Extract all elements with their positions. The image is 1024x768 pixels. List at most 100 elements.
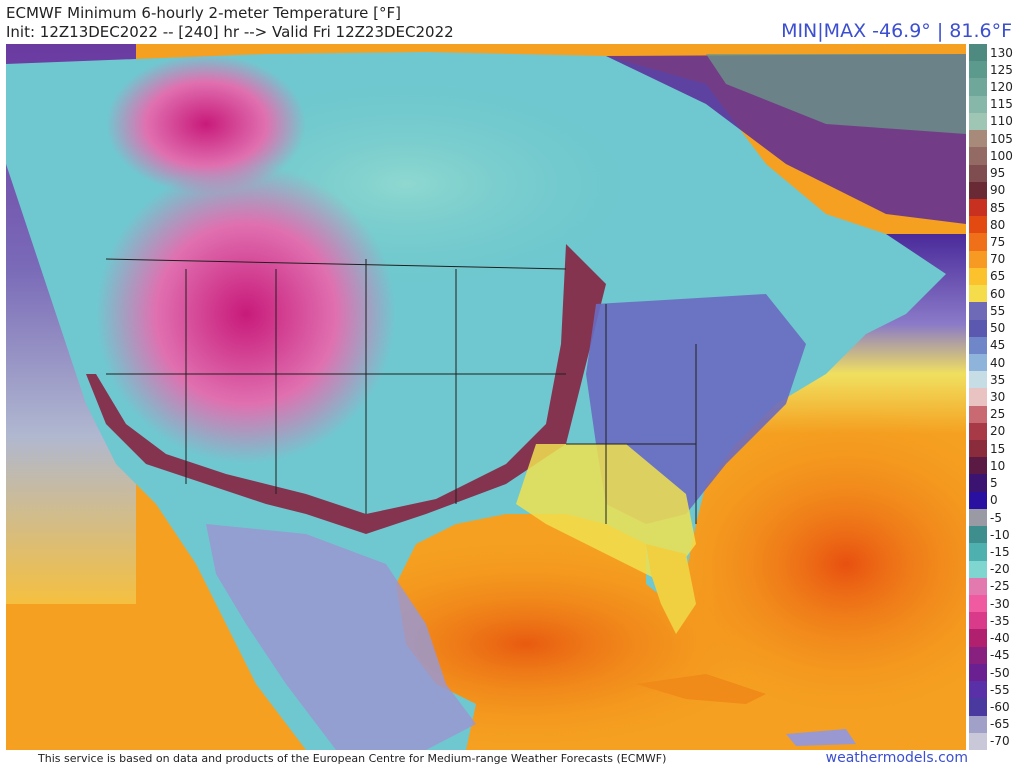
- colorbar-swatch: [969, 560, 987, 578]
- colorbar-swatch: [969, 233, 987, 251]
- colorbar-tick-label: 100: [990, 148, 1013, 163]
- colorbar-swatch: [969, 319, 987, 337]
- colorbar-swatch: [969, 526, 987, 544]
- colorbar-tick-label: 80: [990, 217, 1006, 232]
- temperature-colorbar: [969, 44, 987, 750]
- colorbar-swatch: [969, 440, 987, 458]
- colorbar-tick-label: -60: [990, 699, 1010, 714]
- hispaniola: [786, 729, 856, 746]
- colorbar-swatch: [969, 371, 987, 389]
- colorbar-tick-label: -30: [990, 596, 1010, 611]
- colorbar-swatch: [969, 457, 987, 475]
- colorbar-tick-label: -40: [990, 631, 1010, 646]
- colorbar-swatch: [969, 663, 987, 682]
- colorbar-swatch: [969, 198, 987, 217]
- colorbar-tick-labels: 130 125 120 115 110 105 100 95 90 85 80 75 70 65 60 55 5…: [990, 44, 1024, 750]
- colorbar-swatch: [969, 336, 987, 354]
- political-borders: [105, 258, 697, 524]
- map-title: ECMWF Minimum 6-hourly 2-meter Temperatu…: [6, 4, 401, 22]
- greenland-region: [706, 54, 966, 134]
- colorbar-swatch: [969, 112, 987, 131]
- colorbar-tick-label: 45: [990, 338, 1006, 353]
- colorbar-tick-label: 15: [990, 441, 1006, 456]
- colorbar-swatch: [969, 164, 987, 182]
- colorbar-swatch: [969, 181, 987, 199]
- colorbar-tick-label: -5: [990, 510, 1002, 525]
- colorbar-tick-label: 30: [990, 390, 1006, 404]
- colorbar-tick-label: -10: [990, 527, 1010, 542]
- atlantic-warm-core: [646, 404, 966, 724]
- colorbar-tick-label: 55: [990, 303, 1006, 318]
- colorbar-swatch: [969, 491, 987, 509]
- map-init-valid-time: Init: 12Z13DEC2022 -- [240] hr --> Valid…: [6, 23, 454, 41]
- colorbar-tick-label: 25: [990, 407, 1006, 422]
- colorbar-swatch: [969, 612, 987, 630]
- colorbar-tick-label: -45: [990, 648, 1010, 663]
- colorbar-swatch: [969, 681, 987, 699]
- colorbar-tick-label: 75: [990, 235, 1006, 250]
- colorbar-tick-label: -50: [990, 665, 1010, 680]
- cuba: [636, 674, 766, 704]
- colorbar-tick-label: 95: [990, 166, 1006, 181]
- colorbar-swatch: [969, 147, 987, 165]
- brand-link[interactable]: weathermodels.com: [825, 750, 968, 766]
- colorbar-tick-label: 0: [990, 493, 998, 508]
- colorbar-swatch: [969, 44, 987, 62]
- colorbar-tick-label: 20: [990, 424, 1006, 439]
- colorbar-tick-label: 10: [990, 458, 1006, 473]
- colorbar-tick-label: -35: [990, 613, 1010, 628]
- colorbar-tick-label: 110: [990, 114, 1013, 129]
- map-canvas: [6, 44, 966, 750]
- colorbar-tick-label: -20: [990, 562, 1010, 577]
- colorbar-swatch: [969, 732, 987, 750]
- mexico-highlands: [206, 524, 476, 750]
- colorbar-tick-label: 125: [990, 62, 1013, 77]
- colorbar-swatch: [969, 130, 987, 148]
- colorbar-tick-label: -65: [990, 717, 1010, 732]
- colorbar-tick-label: 90: [990, 183, 1006, 198]
- colorbar-tick-label: 85: [990, 200, 1006, 215]
- min-max-readout: MIN|MAX -46.9° | 81.6°F: [781, 20, 1012, 42]
- colorbar-tick-label: 40: [990, 355, 1006, 370]
- colorbar-tick-label: 120: [990, 80, 1013, 95]
- colorbar-swatch: [969, 629, 987, 647]
- extreme-cold-canada: [106, 54, 306, 194]
- colorbar-swatch: [969, 543, 987, 561]
- colorbar-tick-label: -55: [990, 682, 1010, 697]
- colorbar-swatch: [969, 95, 987, 113]
- extreme-cold-rockies: [96, 164, 396, 464]
- colorbar-swatch: [969, 474, 987, 492]
- colorbar-swatch: [969, 353, 987, 372]
- ecmwf-attribution: This service is based on data and produc…: [38, 752, 667, 765]
- colorbar-tick-label: 65: [990, 269, 1006, 284]
- colorbar-swatch: [969, 508, 987, 527]
- colorbar-tick-label: -25: [990, 579, 1010, 594]
- colorbar-tick-label: -15: [990, 544, 1010, 559]
- colorbar-swatch: [969, 595, 987, 613]
- colorbar-tick-label: 60: [990, 286, 1006, 301]
- colorbar-tick-label: 130: [990, 45, 1013, 60]
- colorbar-swatch: [969, 698, 987, 716]
- colorbar-tick-label: 50: [990, 321, 1006, 336]
- colorbar-tick-label: 5: [990, 476, 998, 491]
- colorbar-swatch: [969, 715, 987, 733]
- florida: [646, 544, 696, 634]
- colorbar-swatch: [969, 78, 987, 96]
- colorbar-swatch: [969, 302, 987, 320]
- colorbar-swatch: [969, 646, 987, 664]
- colorbar-swatch: [969, 250, 987, 268]
- colorbar-swatch: [969, 577, 987, 595]
- colorbar-tick-label: 115: [990, 97, 1013, 112]
- colorbar-tick-label: 70: [990, 252, 1006, 267]
- colorbar-tick-label: 35: [990, 372, 1006, 387]
- colorbar-swatch: [969, 388, 987, 406]
- colorbar-tick-label: 105: [990, 131, 1013, 146]
- colorbar-swatch: [969, 267, 987, 286]
- colorbar-swatch: [969, 216, 987, 234]
- colorbar-swatch: [969, 422, 987, 441]
- colorbar-swatch: [969, 61, 987, 79]
- temperature-map[interactable]: [6, 44, 966, 750]
- colorbar-tick-label: -70: [990, 734, 1010, 749]
- colorbar-swatch: [969, 405, 987, 423]
- colorbar-swatch: [969, 285, 987, 303]
